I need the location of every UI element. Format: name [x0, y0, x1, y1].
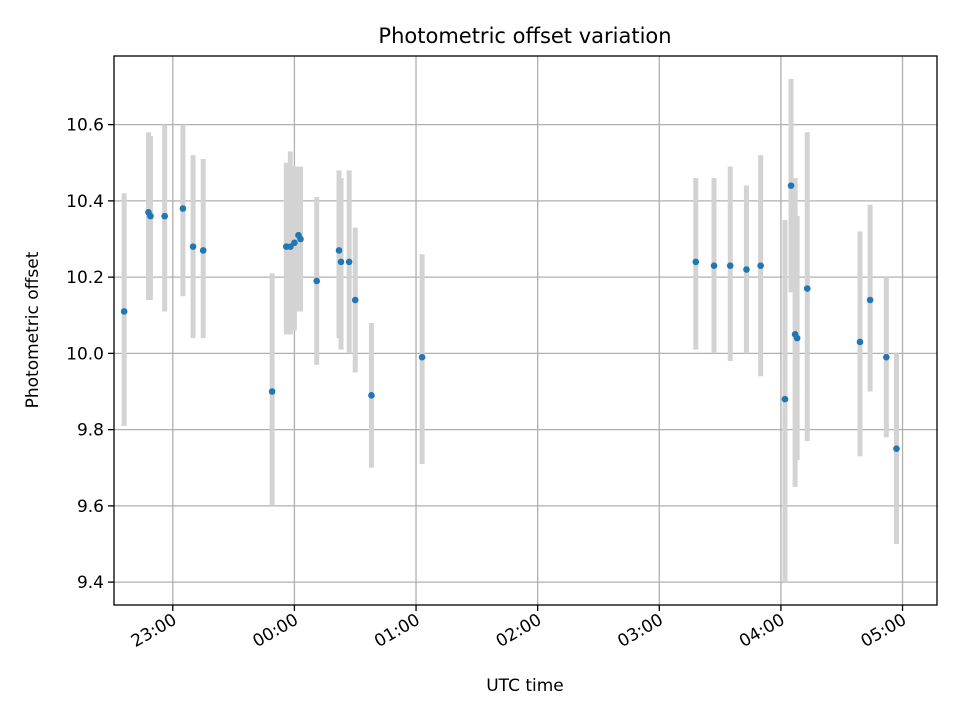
y-tick-label: 9.4	[77, 573, 104, 593]
data-point	[335, 247, 343, 254]
data-point	[291, 239, 298, 247]
data-point	[147, 212, 154, 220]
x-tick-label: 00:00	[249, 610, 301, 652]
y-axis-label: Photometric offset	[23, 251, 43, 408]
y-axis-ticks: 9.4 9.6 9.8 10.0 10.2 10.4 10.6	[66, 116, 114, 593]
data-point	[199, 247, 207, 254]
y-tick-label: 10.6	[66, 116, 104, 136]
plot-frame	[113, 55, 938, 606]
x-tick-label: 04:00	[736, 610, 788, 652]
x-axis-label: UTC time	[486, 676, 564, 696]
data-point	[268, 388, 276, 395]
data-point	[743, 266, 750, 273]
y-tick-label: 10.4	[66, 192, 104, 212]
data-point	[883, 353, 890, 361]
data-points	[120, 182, 900, 452]
y-tick-label: 10.2	[66, 268, 104, 288]
data-point	[787, 182, 795, 189]
x-tick-label: 03:00	[614, 610, 666, 652]
x-axis-ticks: 23:00 00:00 01:00 02:00 03:00 04:00 05:00	[128, 605, 910, 652]
data-point	[793, 334, 801, 342]
x-tick-label: 01:00	[371, 610, 423, 652]
data-point	[368, 392, 375, 399]
data-point	[856, 338, 864, 346]
y-tick-label: 9.8	[77, 421, 104, 441]
data-point	[297, 235, 304, 243]
x-tick-label: 05:00	[858, 610, 910, 652]
x-tick-label: 02:00	[493, 610, 545, 652]
y-tick-label: 9.6	[77, 497, 104, 517]
data-point	[418, 353, 426, 361]
data-point	[161, 212, 168, 220]
data-point	[120, 308, 128, 315]
data-point	[345, 258, 353, 266]
data-point	[866, 296, 874, 304]
data-point	[781, 395, 789, 403]
data-point	[337, 258, 345, 266]
data-point	[757, 262, 764, 269]
data-point	[179, 205, 187, 212]
data-point	[710, 262, 718, 269]
data-point	[893, 445, 900, 452]
data-point	[726, 262, 734, 269]
y-tick-label: 10.0	[66, 344, 104, 364]
data-point	[803, 285, 811, 292]
data-point	[351, 296, 359, 304]
grid	[114, 56, 937, 605]
data-point	[692, 258, 700, 266]
data-point	[189, 243, 197, 250]
chart-title: Photometric offset variation	[378, 24, 671, 48]
data-point	[313, 277, 321, 285]
x-tick-label: 23:00	[128, 610, 180, 652]
